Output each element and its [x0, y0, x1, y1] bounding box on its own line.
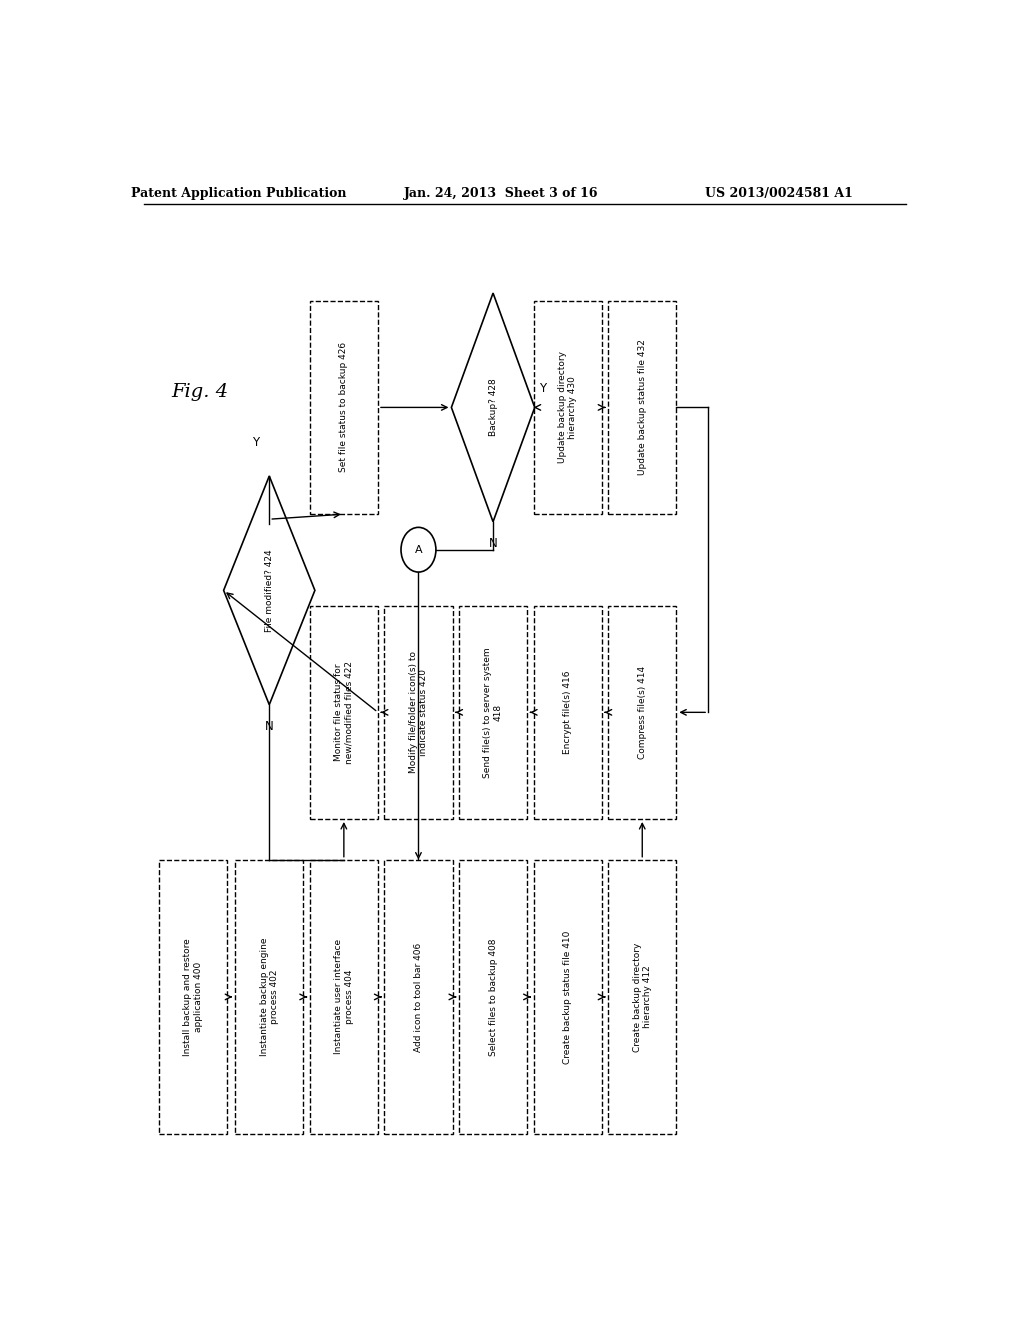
FancyBboxPatch shape: [309, 301, 378, 515]
FancyBboxPatch shape: [309, 606, 378, 818]
Text: Select files to backup 408: Select files to backup 408: [488, 939, 498, 1056]
FancyBboxPatch shape: [236, 859, 303, 1134]
Text: Add icon to tool bar 406: Add icon to tool bar 406: [414, 942, 423, 1052]
FancyBboxPatch shape: [459, 606, 527, 818]
Text: Set file status to backup 426: Set file status to backup 426: [339, 342, 348, 473]
Text: Monitor file status for
new/modified files 422: Monitor file status for new/modified fil…: [334, 661, 353, 764]
FancyBboxPatch shape: [459, 859, 527, 1134]
FancyBboxPatch shape: [384, 606, 453, 818]
FancyBboxPatch shape: [608, 606, 677, 818]
Text: Fig. 4: Fig. 4: [171, 383, 228, 401]
Text: Instantiate backup engine
process 402: Instantiate backup engine process 402: [259, 937, 279, 1056]
FancyBboxPatch shape: [384, 859, 453, 1134]
Polygon shape: [223, 477, 315, 705]
Text: Create backup directory
hierarchy 412: Create backup directory hierarchy 412: [633, 942, 652, 1052]
Text: A: A: [415, 545, 422, 554]
Polygon shape: [452, 293, 535, 521]
Text: Encrypt file(s) 416: Encrypt file(s) 416: [563, 671, 572, 754]
FancyBboxPatch shape: [534, 301, 602, 515]
Text: Update backup status file 432: Update backup status file 432: [638, 339, 647, 475]
Text: Install backup and restore
application 400: Install backup and restore application 4…: [183, 939, 203, 1056]
FancyBboxPatch shape: [534, 859, 602, 1134]
FancyBboxPatch shape: [159, 859, 227, 1134]
Text: Compress file(s) 414: Compress file(s) 414: [638, 665, 647, 759]
Text: Y: Y: [539, 383, 546, 395]
Text: Modify file/folder icon(s) to
indicate status 420: Modify file/folder icon(s) to indicate s…: [409, 651, 428, 774]
Text: Create backup status file 410: Create backup status file 410: [563, 931, 572, 1064]
Text: Backup? 428: Backup? 428: [488, 379, 498, 437]
Text: N: N: [489, 537, 498, 550]
FancyBboxPatch shape: [534, 606, 602, 818]
Text: Update backup directory
hierarchy 430: Update backup directory hierarchy 430: [558, 351, 578, 463]
Text: Y: Y: [252, 436, 259, 449]
Circle shape: [401, 528, 436, 572]
Text: File modified? 424: File modified? 424: [265, 549, 273, 632]
Text: US 2013/0024581 A1: US 2013/0024581 A1: [705, 187, 853, 201]
FancyBboxPatch shape: [608, 301, 677, 515]
Text: Send file(s) to server system
418: Send file(s) to server system 418: [483, 647, 503, 777]
Text: Instantiate user interface
process 404: Instantiate user interface process 404: [334, 940, 353, 1055]
FancyBboxPatch shape: [309, 859, 378, 1134]
FancyBboxPatch shape: [608, 859, 677, 1134]
Text: N: N: [265, 721, 274, 733]
Text: Patent Application Publication: Patent Application Publication: [131, 187, 347, 201]
Text: Jan. 24, 2013  Sheet 3 of 16: Jan. 24, 2013 Sheet 3 of 16: [403, 187, 598, 201]
